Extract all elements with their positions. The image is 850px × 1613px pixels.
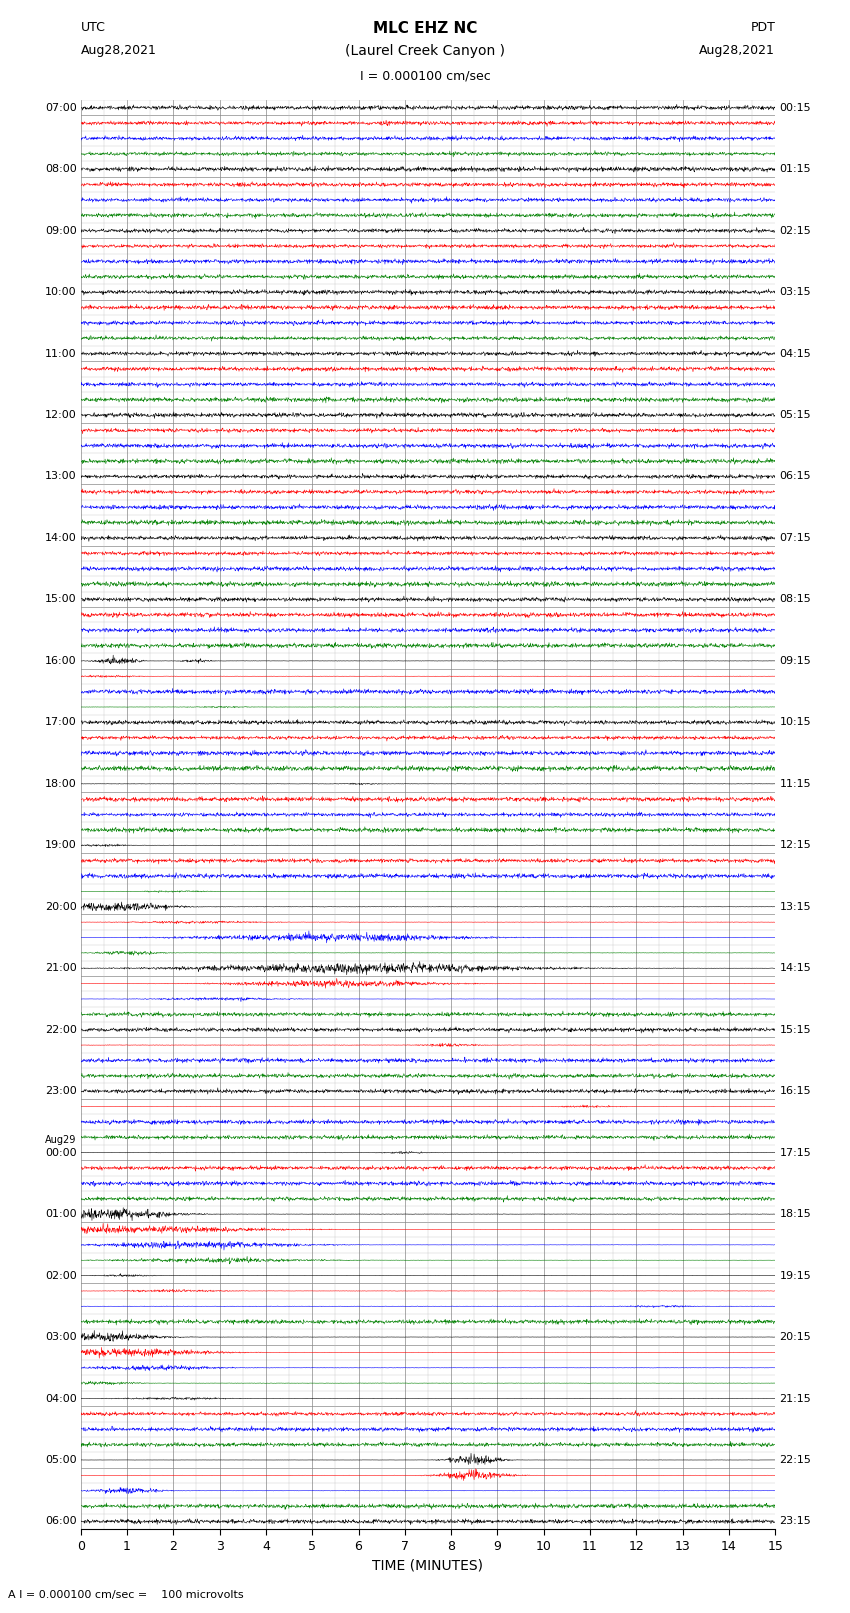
Text: Aug28,2021: Aug28,2021 <box>81 44 156 56</box>
Text: 19:15: 19:15 <box>779 1271 811 1281</box>
Text: 08:15: 08:15 <box>779 595 811 605</box>
Text: 23:00: 23:00 <box>45 1086 76 1097</box>
Text: 22:15: 22:15 <box>779 1455 811 1465</box>
Text: 08:00: 08:00 <box>45 165 76 174</box>
Text: Aug28,2021: Aug28,2021 <box>700 44 775 56</box>
Text: 07:00: 07:00 <box>45 103 76 113</box>
Text: 11:00: 11:00 <box>45 348 76 358</box>
Text: 06:00: 06:00 <box>45 1516 76 1526</box>
Text: 00:00: 00:00 <box>45 1147 76 1158</box>
Text: 10:15: 10:15 <box>779 718 811 727</box>
Text: A I = 0.000100 cm/sec =    100 microvolts: A I = 0.000100 cm/sec = 100 microvolts <box>8 1590 244 1600</box>
Text: 16:15: 16:15 <box>779 1086 811 1097</box>
Text: 17:15: 17:15 <box>779 1147 811 1158</box>
Text: I = 0.000100 cm/sec: I = 0.000100 cm/sec <box>360 69 490 82</box>
Text: UTC: UTC <box>81 21 105 34</box>
Text: 02:00: 02:00 <box>45 1271 76 1281</box>
Text: 10:00: 10:00 <box>45 287 76 297</box>
Text: 18:15: 18:15 <box>779 1210 811 1219</box>
Text: 15:15: 15:15 <box>779 1024 811 1034</box>
Text: 04:00: 04:00 <box>45 1394 76 1403</box>
Text: 11:15: 11:15 <box>779 779 811 789</box>
Text: 14:15: 14:15 <box>779 963 811 973</box>
Text: PDT: PDT <box>751 21 775 34</box>
Text: 07:15: 07:15 <box>779 532 811 544</box>
Text: 12:00: 12:00 <box>45 410 76 419</box>
Text: 13:00: 13:00 <box>45 471 76 482</box>
Text: 17:00: 17:00 <box>45 718 76 727</box>
X-axis label: TIME (MINUTES): TIME (MINUTES) <box>372 1558 484 1573</box>
Text: 21:00: 21:00 <box>45 963 76 973</box>
Text: 05:15: 05:15 <box>779 410 811 419</box>
Text: MLC EHZ NC: MLC EHZ NC <box>373 21 477 35</box>
Text: 20:00: 20:00 <box>45 902 76 911</box>
Text: 09:15: 09:15 <box>779 656 811 666</box>
Text: 01:00: 01:00 <box>45 1210 76 1219</box>
Text: 22:00: 22:00 <box>44 1024 76 1034</box>
Text: Aug29: Aug29 <box>45 1134 76 1145</box>
Text: (Laurel Creek Canyon ): (Laurel Creek Canyon ) <box>345 44 505 58</box>
Text: 15:00: 15:00 <box>45 595 76 605</box>
Text: 03:00: 03:00 <box>45 1332 76 1342</box>
Text: 16:00: 16:00 <box>45 656 76 666</box>
Text: 23:15: 23:15 <box>779 1516 811 1526</box>
Text: 12:15: 12:15 <box>779 840 811 850</box>
Text: 01:15: 01:15 <box>779 165 811 174</box>
Text: 06:15: 06:15 <box>779 471 811 482</box>
Text: 18:00: 18:00 <box>45 779 76 789</box>
Text: 00:15: 00:15 <box>779 103 811 113</box>
Text: 09:00: 09:00 <box>45 226 76 235</box>
Text: 20:15: 20:15 <box>779 1332 811 1342</box>
Text: 03:15: 03:15 <box>779 287 811 297</box>
Text: 19:00: 19:00 <box>45 840 76 850</box>
Text: 04:15: 04:15 <box>779 348 811 358</box>
Text: 13:15: 13:15 <box>779 902 811 911</box>
Text: 02:15: 02:15 <box>779 226 811 235</box>
Text: 14:00: 14:00 <box>45 532 76 544</box>
Text: 05:00: 05:00 <box>45 1455 76 1465</box>
Text: 21:15: 21:15 <box>779 1394 811 1403</box>
